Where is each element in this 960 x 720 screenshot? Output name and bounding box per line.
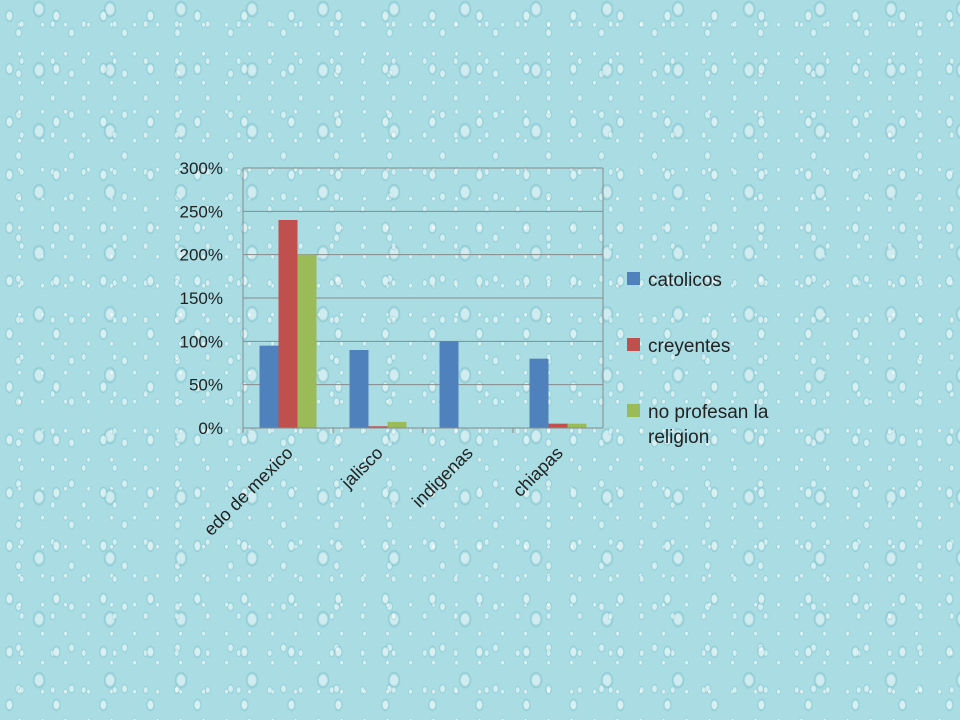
bar: [387, 421, 407, 428]
bar: [439, 341, 459, 428]
legend-label: religion: [648, 427, 709, 448]
legend-swatch: [627, 338, 640, 351]
bar: [529, 358, 549, 428]
legend-label: creyentes: [648, 336, 730, 357]
x-tick-label: edo de mexico: [200, 443, 297, 540]
bar: [567, 423, 587, 428]
legend-swatch: [627, 272, 640, 285]
bar: [548, 423, 568, 428]
y-tick-label: 0%: [198, 419, 223, 438]
legend-label: no profesan la: [648, 402, 769, 423]
x-tick-label: jalisco: [337, 443, 387, 493]
bar: [259, 345, 279, 428]
y-tick-label: 200%: [180, 246, 223, 265]
legend-swatch: [627, 404, 640, 417]
y-tick-label: 300%: [180, 159, 223, 178]
x-tick-label: chiapas: [509, 443, 567, 501]
bar: [297, 254, 317, 428]
bar: [349, 350, 369, 428]
legend-label: catolicos: [648, 270, 722, 291]
y-tick-label: 50%: [189, 376, 223, 395]
bar: [278, 220, 298, 428]
y-tick-label: 150%: [180, 289, 223, 308]
x-tick-label: indigenas: [408, 443, 477, 512]
y-tick-label: 250%: [180, 202, 223, 221]
bar: [368, 426, 388, 428]
y-tick-label: 100%: [180, 332, 223, 351]
